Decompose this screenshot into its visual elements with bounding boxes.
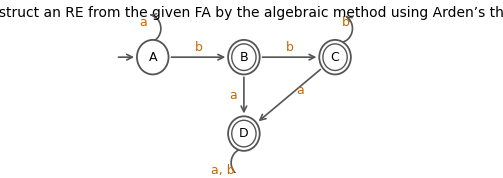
- Circle shape: [228, 40, 260, 74]
- Text: b: b: [342, 16, 350, 29]
- Text: A: A: [148, 51, 157, 64]
- Text: b: b: [286, 41, 293, 54]
- Text: B: B: [239, 51, 248, 64]
- Text: a: a: [229, 89, 237, 102]
- Circle shape: [137, 40, 169, 74]
- Circle shape: [228, 116, 260, 151]
- Text: D: D: [239, 127, 248, 140]
- Text: a: a: [140, 16, 147, 29]
- Text: a, b: a, b: [211, 164, 234, 177]
- Text: 4.  Construct an RE from the given FA by the algebraic method using Arden’s theo: 4. Construct an RE from the given FA by …: [0, 6, 503, 20]
- Text: a: a: [296, 84, 304, 97]
- Circle shape: [319, 40, 351, 74]
- Text: C: C: [330, 51, 340, 64]
- Text: b: b: [194, 41, 202, 54]
